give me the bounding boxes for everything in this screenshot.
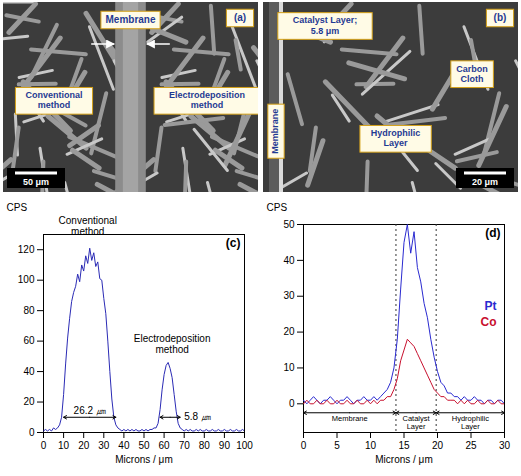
svg-text:80: 80 — [199, 440, 211, 451]
svg-text:90: 90 — [219, 440, 231, 451]
svg-text:20: 20 — [283, 326, 295, 337]
svg-text:60: 60 — [159, 440, 171, 451]
svg-text:0: 0 — [301, 440, 307, 451]
svg-text:30: 30 — [499, 440, 511, 451]
svg-text:CarbonCloth: CarbonCloth — [456, 64, 488, 84]
svg-text:60: 60 — [23, 335, 35, 346]
svg-text:20: 20 — [432, 440, 444, 451]
svg-text:50: 50 — [138, 440, 150, 451]
svg-text:100: 100 — [18, 274, 35, 285]
svg-text:CatalystLayer: CatalystLayer — [403, 414, 431, 431]
svg-text:40: 40 — [118, 440, 130, 451]
svg-text:5.8 ㎛: 5.8 ㎛ — [184, 411, 211, 422]
svg-text:20 μm: 20 μm — [472, 177, 498, 187]
svg-text:HydrophilicLayer: HydrophilicLayer — [452, 414, 489, 431]
svg-text:(c): (c) — [226, 236, 241, 250]
svg-text:HydrophilicLayer: HydrophilicLayer — [371, 128, 421, 148]
svg-text:40: 40 — [283, 255, 295, 266]
svg-text:Pt: Pt — [485, 299, 497, 313]
svg-text:30: 30 — [98, 440, 110, 451]
svg-text:Membrane: Membrane — [105, 14, 155, 25]
svg-text:30: 30 — [283, 290, 295, 301]
svg-text:120: 120 — [18, 244, 35, 255]
svg-text:70: 70 — [179, 440, 191, 451]
svg-text:Electrodepositionmethod: Electrodepositionmethod — [169, 90, 245, 110]
svg-text:Co: Co — [481, 315, 497, 329]
svg-text:Conventionalmethod: Conventionalmethod — [25, 90, 82, 110]
svg-text:CPS: CPS — [267, 202, 288, 213]
svg-text:50: 50 — [283, 219, 295, 230]
svg-text:Catalyst Layer;5.8 μm: Catalyst Layer;5.8 μm — [293, 15, 358, 35]
svg-text:Electrodepositionmethod: Electrodepositionmethod — [134, 333, 211, 355]
svg-text:0: 0 — [29, 427, 35, 438]
svg-text:5: 5 — [334, 440, 340, 451]
svg-text:(a): (a) — [234, 12, 246, 23]
svg-text:26.2 ㎛: 26.2 ㎛ — [74, 405, 106, 416]
svg-text:Conventionalmethod: Conventionalmethod — [59, 215, 117, 237]
svg-text:(d): (d) — [485, 226, 500, 240]
svg-text:CPS: CPS — [7, 202, 28, 213]
svg-text:Microns / μm: Microns / μm — [115, 454, 172, 465]
svg-text:(b): (b) — [494, 12, 507, 23]
svg-text:40: 40 — [23, 366, 35, 377]
svg-text:10: 10 — [365, 440, 377, 451]
svg-text:Membrane: Membrane — [332, 414, 368, 423]
svg-text:15: 15 — [398, 440, 410, 451]
svg-text:Membrane: Membrane — [270, 109, 280, 154]
svg-text:0: 0 — [41, 440, 47, 451]
svg-text:100: 100 — [236, 440, 253, 451]
svg-text:0: 0 — [289, 398, 295, 409]
svg-text:25: 25 — [465, 440, 477, 451]
svg-text:80: 80 — [23, 305, 35, 316]
svg-text:10: 10 — [283, 362, 295, 373]
svg-text:50 μm: 50 μm — [23, 177, 49, 187]
svg-text:20: 20 — [23, 396, 35, 407]
svg-text:Microns / μm: Microns / μm — [375, 454, 432, 465]
svg-text:10: 10 — [58, 440, 70, 451]
svg-text:20: 20 — [78, 440, 90, 451]
